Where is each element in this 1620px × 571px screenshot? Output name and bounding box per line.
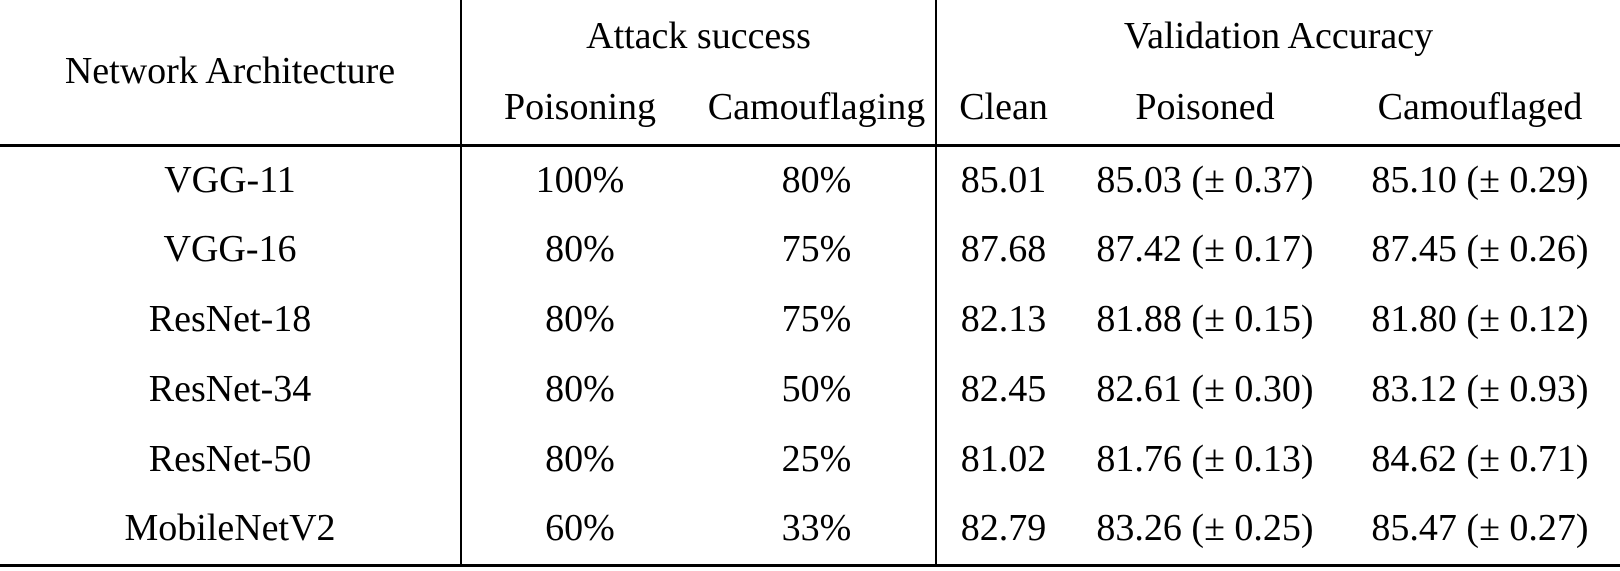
- cell-clean: 85.01: [960, 158, 1047, 201]
- cell-poisoning: 60%: [461, 495, 698, 567]
- table-row: ResNet-50 80% 25% 81.02 81.76 (± 0.13) 8…: [0, 425, 1620, 495]
- cell-poisoning: 80%: [545, 368, 615, 411]
- cell-clean: 82.13: [960, 298, 1047, 341]
- cell-camouflaged: 85.10 (± 0.29): [1371, 158, 1589, 201]
- cell-camouflaging: 75%: [698, 285, 938, 355]
- header-group-row: Network Architecture Attack success Vali…: [0, 0, 1620, 147]
- cell-architecture: ResNet-18: [0, 285, 462, 355]
- cell-camouflaging: 75%: [698, 215, 938, 285]
- cell-poisoning: 80%: [545, 228, 615, 271]
- column-header-poisoning: Poisoning: [461, 73, 698, 147]
- table-row: ResNet-18 80% 75% 82.13 81.88 (± 0.15) 8…: [0, 285, 1620, 355]
- column-header-architecture: Network Architecture: [0, 0, 462, 147]
- cell-poisoned: 81.76 (± 0.13): [1096, 438, 1314, 481]
- cell-camouflaging: 50%: [698, 355, 938, 425]
- cell-camouflaged: 81.80 (± 0.12): [1371, 298, 1589, 341]
- cell-camouflaged: 84.62 (± 0.71): [1371, 438, 1589, 481]
- cell-architecture: VGG-16: [0, 215, 462, 285]
- table-row: VGG-16 80% 75% 87.68 87.42 (± 0.17) 87.4…: [0, 215, 1620, 285]
- column-header-clean: Clean: [936, 73, 1071, 147]
- cell-architecture: MobileNetV2: [0, 495, 462, 567]
- cell-camouflaging: 80%: [698, 145, 938, 215]
- cell-camouflaging: 33%: [698, 495, 938, 567]
- table-row: MobileNetV2 60% 33% 82.79 83.26 (± 0.25)…: [0, 495, 1620, 567]
- cell-architecture: ResNet-34: [0, 355, 462, 425]
- column-header-camouflaged: Camouflaged: [1340, 73, 1620, 147]
- group-header-attack-success: Attack success: [461, 0, 938, 73]
- cell-poisoning: 80%: [545, 438, 615, 481]
- cell-architecture: ResNet-50: [0, 425, 462, 495]
- cell-camouflaging: 25%: [698, 425, 938, 495]
- table-row: ResNet-34 80% 50% 82.45 82.61 (± 0.30) 8…: [0, 355, 1620, 425]
- column-header-poisoned: Poisoned: [1070, 73, 1341, 147]
- cell-poisoning: 100%: [535, 158, 625, 201]
- cell-poisoned: 83.26 (± 0.25): [1070, 495, 1341, 567]
- column-header-camouflaging: Camouflaging: [698, 73, 938, 147]
- table-row: VGG-11 100% 80% 85.01 85.03 (± 0.37) 85.…: [0, 145, 1620, 215]
- header-sub-row: Poisoning Camouflaging Clean Poisoned Ca…: [0, 73, 1620, 147]
- cell-poisoned: 85.03 (± 0.37): [1096, 158, 1314, 201]
- cell-poisoned: 87.42 (± 0.17): [1096, 228, 1314, 271]
- cell-clean: 81.02: [960, 438, 1047, 481]
- cell-poisoned: 82.61 (± 0.30): [1096, 368, 1314, 411]
- cell-poisoning: 80%: [545, 298, 615, 341]
- cell-clean: 82.45: [960, 368, 1047, 411]
- group-header-validation-accuracy: Validation Accuracy: [1123, 14, 1434, 57]
- cell-poisoned: 81.88 (± 0.15): [1096, 298, 1314, 341]
- cell-camouflaged: 83.12 (± 0.93): [1371, 368, 1589, 411]
- cell-architecture: VGG-11: [0, 145, 462, 215]
- cell-camouflaged: 85.47 (± 0.27): [1340, 495, 1620, 567]
- cell-clean: 87.68: [960, 228, 1047, 271]
- cell-camouflaged: 87.45 (± 0.26): [1371, 228, 1589, 271]
- cell-clean: 82.79: [936, 495, 1071, 567]
